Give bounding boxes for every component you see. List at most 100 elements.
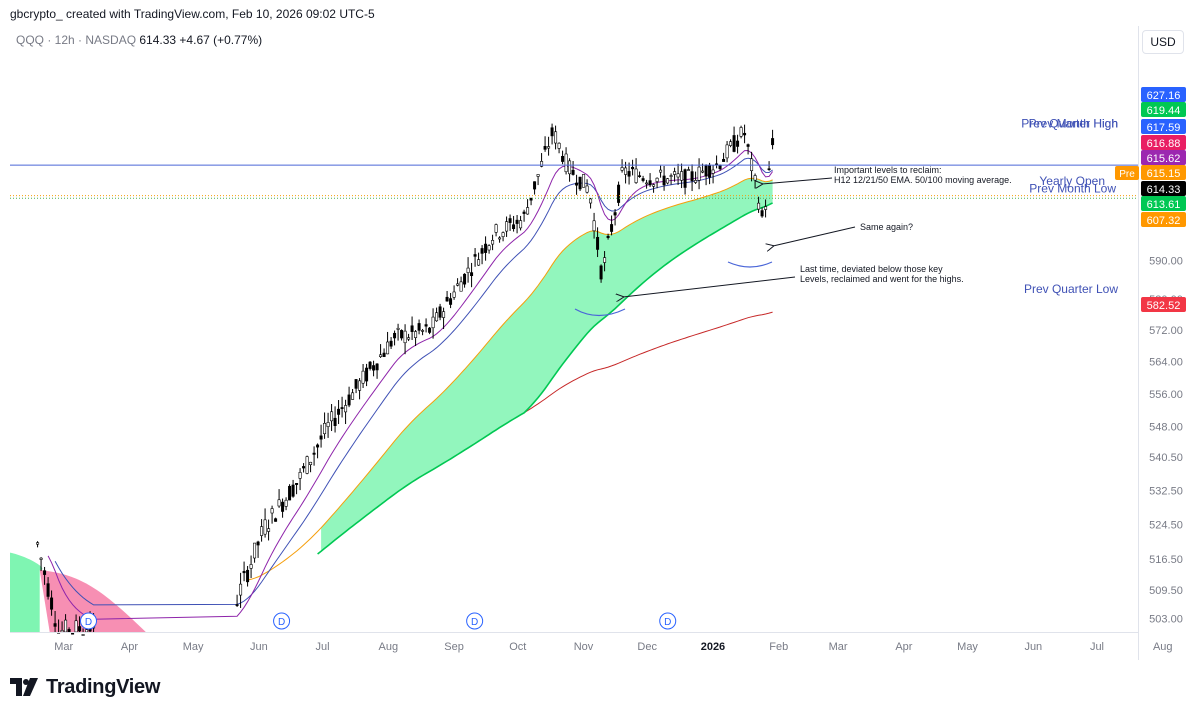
candle-body [389,340,393,347]
candle-body [274,518,278,522]
candle-body [519,220,523,229]
x-tick-13: Apr [895,641,912,653]
candle-body [78,626,82,632]
price-badge-label-7: 613.61 [1147,199,1181,211]
candle-body [767,168,771,170]
price-badge-0 [1141,87,1186,102]
candle-body [547,146,551,149]
candle-body [673,171,677,175]
candle-body [620,167,624,171]
candle-body [708,164,712,178]
candle-body [421,330,425,332]
candle-body [466,267,470,273]
arrow-last-time [623,276,796,297]
annotation-important-levels-line: Important levels to reclaim: [834,165,942,175]
candle-body [295,483,299,485]
level-label-prev-month-low: Prev Month Low [1029,181,1116,195]
candle-body [596,236,600,250]
candle-body [424,324,428,327]
candle-body [659,169,663,173]
price-badge-9 [1141,297,1186,312]
candle-body [666,178,670,184]
candle-body [354,379,358,389]
candle-body [81,634,85,636]
candle-body [312,452,316,455]
candle-body [557,142,561,149]
price-badge-1 [1141,102,1186,117]
candle-body [302,466,306,469]
candle-body [729,141,733,146]
candle-body [732,135,736,152]
dividend-marker-label-3: D [471,617,478,628]
candle-body [330,411,334,422]
candle-body [410,325,414,332]
annotation-last-time-line: Levels, reclaimed and went for the highs… [800,274,964,284]
candle-body [491,240,495,245]
candle-body [85,629,89,633]
x-tick-16: Jul [1090,641,1104,653]
candle-body [288,485,292,501]
candle-body [631,166,635,170]
candle-body [634,168,638,183]
candle-body [764,206,768,210]
candle-body [617,184,621,203]
level-label-prev-quarter-low: Prev Quarter Low [1024,282,1118,296]
candle-body [235,604,239,606]
candle-body [393,332,397,339]
candle-body [550,127,554,137]
candle-body [323,423,327,435]
candle-body [543,146,547,150]
candle-body [624,167,628,175]
candle-body [326,422,330,427]
candle-body [340,407,344,409]
candle-body [337,408,341,415]
early-bull-cloud [10,552,43,632]
candle-body [358,380,362,391]
candle-body [568,160,572,175]
candle-body [526,207,530,215]
candle-body [50,597,54,610]
annotation-last-time-line: Last time, deviated below those key [800,264,943,274]
candle-body [249,564,253,569]
bull-cloud [321,178,773,552]
y-tick-2: 590.00 [1149,256,1183,268]
candle-body [687,169,691,171]
symbol-info: QQQ · 12h · NASDAQ [16,33,137,47]
x-tick-5: Aug [379,641,399,653]
candle-body [445,296,449,302]
x-tick-4: Jul [316,641,330,653]
x-tick-17: Aug [1153,641,1173,653]
symbol-legend[interactable]: QQQ · 12h · NASDAQ 614.33 +4.67 (+0.77%) [16,33,262,47]
candle-body [403,330,407,344]
candle-body [613,212,617,216]
arc-feb-low [727,261,773,268]
currency-button[interactable]: USD [1142,30,1184,54]
candle-body [508,218,512,223]
x-tick-1: Apr [121,641,138,653]
candle-body [655,177,659,182]
candle-body [74,620,78,633]
candle-body [669,175,673,177]
candle-body [662,175,666,186]
annotation-same-again: Same again? [860,222,913,232]
candle-body [627,171,631,177]
candle-body [46,583,50,597]
bear-cloud [39,570,146,632]
ma100-line [317,202,773,555]
candle-body [554,131,558,144]
candle-body [365,367,369,382]
candle-body [753,175,757,181]
candle-body [648,180,652,186]
tradingview-logo-icon [10,678,38,696]
pre-market-badge [1115,166,1139,180]
last-price: 614.33 [139,33,177,47]
candle-body [438,306,442,318]
y-tick-11: 516.50 [1149,554,1183,566]
x-tick-0: Mar [54,641,73,653]
candle-body [435,312,439,322]
price-badge-5 [1141,165,1186,180]
candle-body [319,435,323,440]
price-badge-4 [1141,150,1186,165]
annotation-same-again-line: Same again? [860,222,913,232]
